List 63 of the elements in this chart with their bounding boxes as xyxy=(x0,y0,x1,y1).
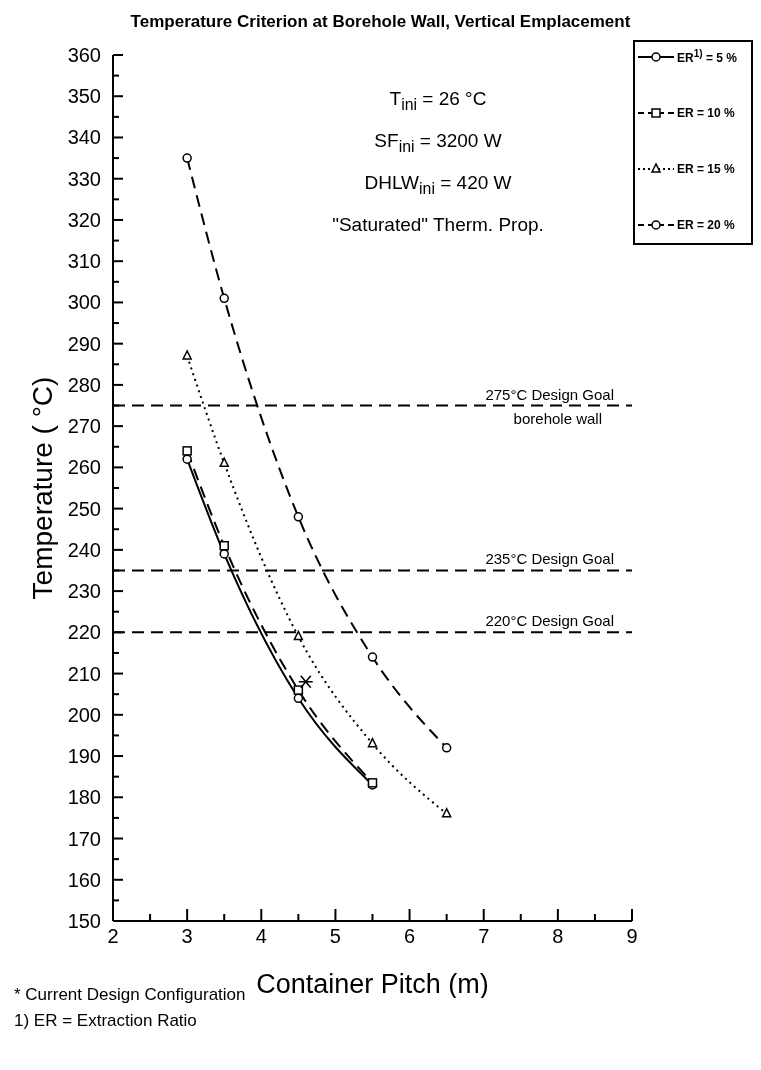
point xyxy=(367,652,378,662)
x-tick-label: 9 xyxy=(626,925,638,947)
text: 1) ER = Extraction Ratio xyxy=(14,1010,198,1032)
x-tick-label: 4 xyxy=(255,925,267,947)
y-tick-label: 270 xyxy=(67,415,101,438)
y-tick-label: 310 xyxy=(67,250,101,273)
point xyxy=(293,512,304,522)
point xyxy=(293,693,304,704)
ref-line-label: 275°C Design Goal borehole wall xyxy=(485,385,614,427)
point xyxy=(293,630,304,641)
x-axis-title: Container Pitch (m) xyxy=(256,969,489,999)
y-tick-label: 250 xyxy=(67,497,101,520)
point xyxy=(219,457,229,468)
y-tick-label: 220 xyxy=(67,621,101,644)
legend-label: ER = 10 % xyxy=(677,106,735,120)
y-tick-label: 240 xyxy=(67,538,101,561)
x-tick-label: 7 xyxy=(478,925,490,947)
point xyxy=(293,685,304,695)
point xyxy=(182,153,192,163)
y-axis-title: Temperature ( °C) xyxy=(26,376,58,600)
point xyxy=(298,675,314,689)
y-tick-label: 290 xyxy=(67,332,101,355)
y-tick-label: 330 xyxy=(67,167,101,190)
point xyxy=(219,549,229,559)
x-tick-label: 6 xyxy=(404,925,416,947)
x-tick-label: 3 xyxy=(181,925,193,947)
legend-label: ER$^{1)}$ = 5 % xyxy=(677,48,737,65)
y-tick-label: 210 xyxy=(67,662,101,685)
y-tick-label: 360 xyxy=(67,44,101,66)
y-tick-label: 340 xyxy=(67,126,101,149)
point xyxy=(182,454,192,464)
y-tick-label: 260 xyxy=(67,456,101,479)
y-tick-label: 230 xyxy=(67,580,101,603)
point xyxy=(441,743,452,753)
y-tick-label: 190 xyxy=(67,745,101,768)
y-tick-label: 280 xyxy=(67,373,101,396)
x-tick-label: 8 xyxy=(552,925,564,947)
legend-label: ER = 20 % xyxy=(677,218,735,232)
annotation: "Saturated" Therm. Prop. xyxy=(331,214,545,237)
annotation: T$_{ini}$ = 26 °C xyxy=(388,88,488,115)
legend-label: ER = 15 % xyxy=(677,162,735,176)
x-tick-label: 5 xyxy=(329,925,341,947)
y-tick-label: 180 xyxy=(67,786,101,809)
annotation: SF$_{ini}$ = 3200 W xyxy=(373,130,503,157)
point xyxy=(219,293,229,304)
point xyxy=(367,737,378,748)
point xyxy=(182,446,192,456)
ref-line-label: 235°C Design Goal xyxy=(485,550,614,568)
point xyxy=(182,350,192,360)
ref-line-label: 220°C Design Goal xyxy=(485,612,614,630)
y-tick-label: 200 xyxy=(67,703,101,726)
y-tick-label: 170 xyxy=(67,827,101,850)
text: * Current Design Configuration xyxy=(14,984,246,1006)
y-tick-label: 160 xyxy=(67,868,101,891)
annotation: DHLW$_{ini}$ = 420 W xyxy=(363,172,513,199)
x-tick-label: 2 xyxy=(107,925,119,947)
y-tick-label: 350 xyxy=(67,85,101,108)
chart-title: Temperature Criterion at Borehole Wall, Vertical Emplacement xyxy=(129,12,632,32)
y-tick-label: 320 xyxy=(67,208,101,231)
y-tick-label: 150 xyxy=(67,910,101,932)
y-tick-label: 300 xyxy=(67,291,101,314)
point xyxy=(219,540,229,551)
point xyxy=(441,808,452,818)
